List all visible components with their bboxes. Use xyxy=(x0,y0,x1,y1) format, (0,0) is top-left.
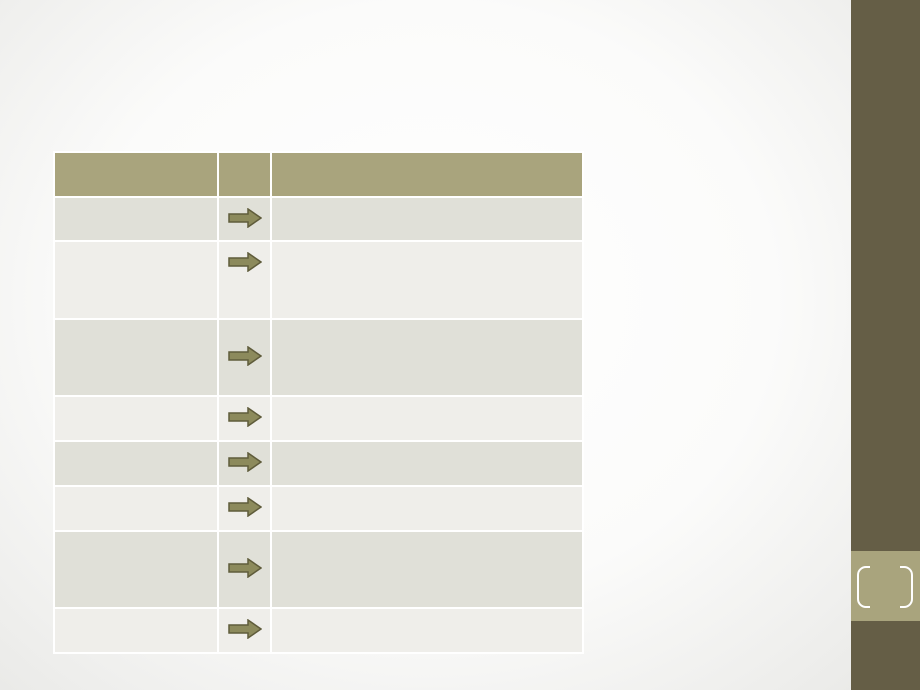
header-cell-right xyxy=(270,151,584,198)
right-arrow-icon xyxy=(227,497,262,517)
cell-right xyxy=(270,395,584,442)
header-cell-arrow xyxy=(217,151,272,198)
header-cell-left xyxy=(53,151,219,198)
cell-arrow xyxy=(217,607,272,654)
right-arrow-icon xyxy=(227,252,262,272)
page-number xyxy=(860,576,910,598)
table-row xyxy=(53,440,584,487)
bracket-gap-top xyxy=(870,565,900,569)
cell-left xyxy=(53,607,219,654)
table-row xyxy=(53,530,584,609)
cell-arrow xyxy=(217,485,272,532)
cell-arrow xyxy=(217,240,272,320)
cell-arrow xyxy=(217,530,272,609)
cell-right xyxy=(270,240,584,320)
right-arrow-icon xyxy=(227,407,262,427)
slide-title xyxy=(54,40,814,120)
table-header-row xyxy=(53,151,584,198)
cell-left xyxy=(53,440,219,487)
right-arrow-icon xyxy=(227,207,262,228)
table-row xyxy=(53,485,584,532)
cell-arrow xyxy=(217,440,272,487)
cell-arrow xyxy=(217,395,272,442)
comparison-table xyxy=(53,151,584,654)
table-row xyxy=(53,240,584,320)
right-arrow-icon xyxy=(227,558,262,578)
cell-arrow xyxy=(217,196,272,242)
cell-right xyxy=(270,485,584,532)
cell-right xyxy=(270,318,584,397)
right-arrow-icon xyxy=(227,619,262,639)
bracket-gap-bottom xyxy=(870,605,900,609)
cell-right xyxy=(270,440,584,487)
page-number-box xyxy=(851,551,920,621)
cell-left xyxy=(53,318,219,397)
cell-right xyxy=(270,607,584,654)
table-row xyxy=(53,196,584,242)
table-row xyxy=(53,318,584,397)
cell-left xyxy=(53,530,219,609)
cell-left xyxy=(53,395,219,442)
right-arrow-icon xyxy=(227,346,262,366)
table-row xyxy=(53,395,584,442)
cell-left xyxy=(53,485,219,532)
cell-left xyxy=(53,196,219,242)
cell-right xyxy=(270,530,584,609)
right-arrow-icon xyxy=(227,452,262,472)
table-row xyxy=(53,607,584,654)
cell-right xyxy=(270,196,584,242)
cell-left xyxy=(53,240,219,320)
cell-arrow xyxy=(217,318,272,397)
